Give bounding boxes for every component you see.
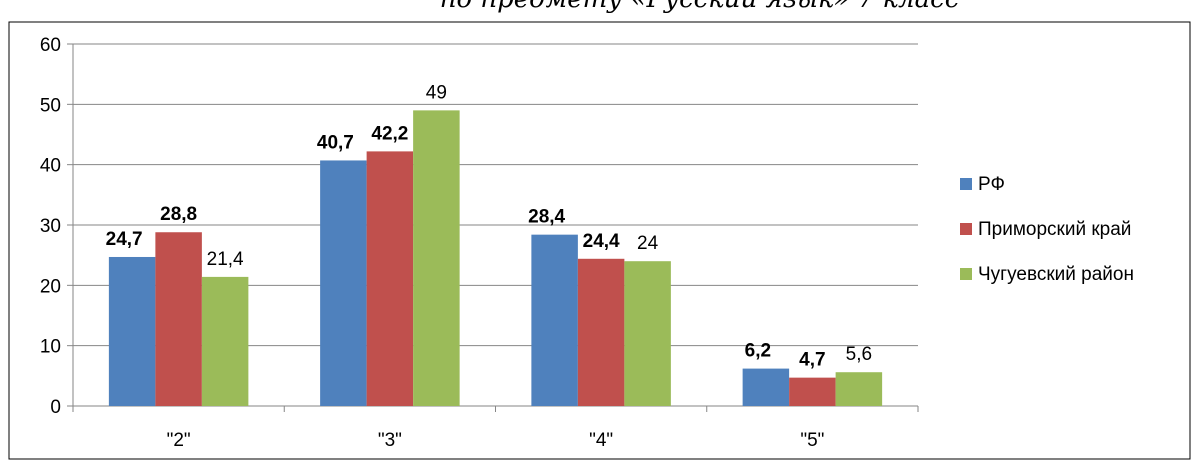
data-label: 21,4 xyxy=(207,249,244,270)
bar xyxy=(155,232,202,406)
data-label: 28,4 xyxy=(528,207,565,228)
x-tick-label: "2" xyxy=(167,430,191,451)
bar xyxy=(835,372,883,406)
legend-label: РФ xyxy=(978,174,1005,195)
y-tick-label: 50 xyxy=(40,95,61,116)
data-label: 5,6 xyxy=(846,344,872,365)
bar xyxy=(201,276,249,406)
y-tick-label: 10 xyxy=(40,337,61,358)
data-label: 24 xyxy=(637,233,659,254)
data-label: 24,7 xyxy=(106,229,143,250)
data-label: 28,8 xyxy=(160,204,197,225)
legend-label: Приморский край xyxy=(978,219,1131,240)
data-labels: 24,7 28,8 21,4 40,7 42,2 49 28,4 24,4 24 6,2 4,7 5,… xyxy=(106,82,872,370)
y-tick-label: 60 xyxy=(40,35,61,56)
data-label: 6,2 xyxy=(745,341,771,362)
bar xyxy=(789,377,836,406)
bar xyxy=(577,258,625,406)
data-label: 49 xyxy=(426,82,447,103)
bar xyxy=(624,261,671,406)
axes: 0 10 20 30 40 50 60 "2" "3" "4" "5" xyxy=(40,35,919,451)
legend: РФ Приморский край Чугуевский район xyxy=(960,174,1134,285)
y-tick-label: 20 xyxy=(40,276,61,297)
legend-label: Чугуевский район xyxy=(978,264,1134,285)
y-tick-label: 40 xyxy=(40,156,61,177)
legend-swatch xyxy=(960,178,972,190)
chart-heading: по предмету «Русский язык» 7 класс xyxy=(0,0,1199,24)
data-label: 24,4 xyxy=(583,231,620,252)
bar xyxy=(413,110,460,406)
bar xyxy=(320,160,367,406)
legend-swatch xyxy=(960,223,972,235)
data-label: 40,7 xyxy=(317,132,354,153)
x-tick-label: "4" xyxy=(589,430,613,451)
x-tick-label: "5" xyxy=(800,430,824,451)
x-tick-label: "3" xyxy=(378,430,402,451)
chart-frame xyxy=(8,21,1191,460)
y-tick-label: 0 xyxy=(50,397,61,418)
data-label: 4,7 xyxy=(799,350,825,371)
legend-swatch xyxy=(960,268,972,280)
bar xyxy=(366,151,414,406)
bars xyxy=(108,110,883,406)
y-tick-label: 30 xyxy=(40,216,61,237)
bar xyxy=(742,368,790,406)
bar xyxy=(108,256,156,406)
bar xyxy=(531,234,578,406)
data-label: 42,2 xyxy=(371,123,408,144)
